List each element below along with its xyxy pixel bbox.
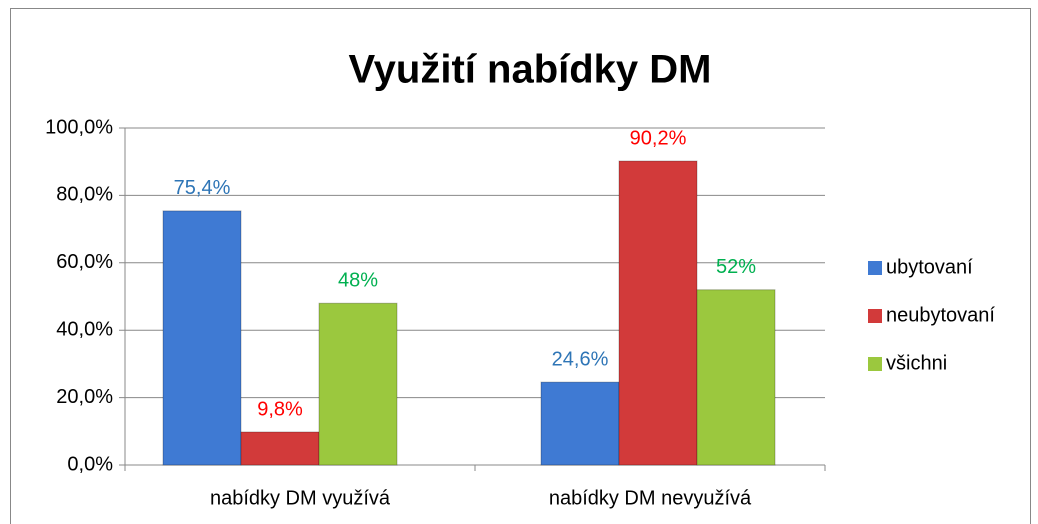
value-label: 9,8%	[257, 398, 303, 420]
value-label: 75,4%	[174, 177, 231, 199]
bar	[540, 381, 620, 466]
value-label: 90,2%	[630, 127, 687, 149]
value-label: 24,6%	[552, 348, 609, 370]
chart-title: Využití nabídky DM	[348, 48, 711, 92]
legend-swatch	[868, 309, 882, 323]
bar	[696, 289, 776, 466]
legend-label: neubytovaní	[886, 304, 995, 326]
bar	[162, 210, 242, 466]
y-tick-label: 60,0%	[56, 251, 113, 273]
y-tick-label: 20,0%	[56, 386, 113, 408]
x-tick-label: nabídky DM nevyužívá	[549, 487, 752, 509]
y-tick-label: 40,0%	[56, 318, 113, 340]
y-tick-label: 0,0%	[67, 453, 113, 475]
y-tick-label: 100,0%	[45, 116, 113, 138]
bar	[318, 302, 398, 466]
y-tick-label: 80,0%	[56, 184, 113, 206]
legend-swatch	[868, 357, 882, 371]
legend-label: všichni	[886, 352, 947, 374]
legend-swatch	[868, 261, 882, 275]
value-label: 52%	[716, 256, 756, 278]
value-label: 48%	[338, 270, 378, 292]
bar	[240, 431, 320, 466]
bar	[618, 160, 698, 466]
legend-label: ubytovaní	[886, 256, 973, 278]
x-tick-label: nabídky DM využívá	[210, 487, 391, 509]
